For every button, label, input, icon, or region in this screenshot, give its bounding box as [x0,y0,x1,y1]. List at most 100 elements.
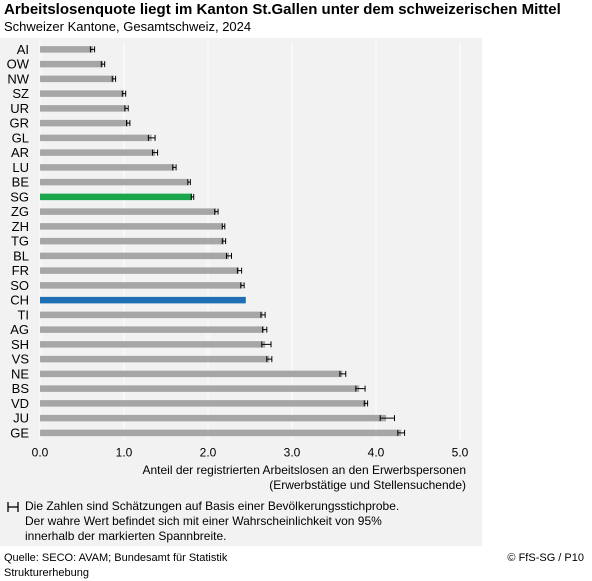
category-label: TG [11,234,29,249]
bar-ar [40,149,156,156]
error-bar-ur [124,105,129,112]
x-axis-label-line1: Anteil der registrierten Arbeitslosen an… [142,463,466,477]
error-bar-sz [121,90,127,97]
bar-bs [40,385,360,392]
error-bar-zg [214,208,219,215]
category-label: SH [11,337,29,352]
bar-ge [40,429,402,437]
error-bar-vd [363,400,369,407]
bar-ai [40,46,93,53]
copyright: © FfS-SG / P10 [507,552,584,564]
bar-ch [40,296,246,304]
category-label: BE [12,175,30,190]
error-bar-ow [100,61,106,68]
source-note: Quelle: SECO: AVAM; Bundesamt für Statis… [4,552,228,579]
bar-bl [40,252,229,260]
bar-ag [40,326,265,333]
bars [40,46,402,437]
x-axis-label: Anteil der registrierten Arbeitslosen an… [40,463,466,493]
category-label: GR [10,116,30,131]
error-bar-ai [89,46,96,53]
category-label: AG [10,322,29,337]
category-label: FR [12,263,29,278]
category-label: UR [10,101,29,116]
bar-zh [40,223,224,230]
bar-tg [40,237,224,245]
x-tick-label: 5.0 [452,445,469,459]
error-bar-fr [236,267,243,274]
category-label: OW [7,57,30,72]
error-bar-nw [111,75,117,82]
category-label: BL [13,248,29,263]
category-label: SO [10,278,29,293]
error-bar-vs [266,356,273,363]
bar-be [40,178,189,186]
category-label: SZ [12,86,29,101]
error-bar-ag [262,326,268,333]
category-label: SG [10,189,29,204]
bar-lu [40,164,175,171]
bar-sz [40,90,124,97]
error-bar-ar [152,149,159,156]
bar-nw [40,75,114,83]
error-bars [89,46,406,436]
bar-vd [40,400,366,407]
x-tick-label: 3.0 [284,445,301,459]
error-bar-ne [339,370,347,377]
x-axis-label-line2: (Erwerbstätige und Stellensuchende) [269,478,466,492]
bar-ju [40,414,387,422]
footnote-line3: innerhalb der markierten Spannbreite. [25,529,227,543]
category-label: GE [10,425,29,440]
bar-sg [40,193,193,201]
bar-so [40,282,243,289]
category-label: NE [11,366,29,381]
bar-ti [40,311,263,319]
bar-ur [40,105,127,112]
category-label: VS [12,352,30,367]
x-tick-labels: 0.0 1.0 2.0 3.0 4.0 5.0 [32,445,469,459]
footnote-line2: Der wahre Wert befindet sich mit einer W… [25,514,382,528]
chart-title: Arbeitslosenquote liegt im Kanton St.Gal… [4,1,561,18]
category-label: LU [12,160,29,175]
category-label: TI [17,307,29,322]
bar-zg [40,208,217,215]
bar-fr [40,267,240,274]
error-bar-sg [190,193,195,200]
category-label: BS [12,381,30,396]
error-bar-tg [221,238,227,245]
category-label: ZH [12,219,29,234]
x-tick-label: 0.0 [32,445,49,459]
category-label: ZG [11,204,29,219]
error-bar-bl [225,252,233,259]
error-bar-ti [260,311,266,318]
category-label: JU [13,411,29,426]
bar-ow [40,60,103,68]
category-label: AR [11,145,29,160]
error-bar-gr [126,120,131,127]
error-bar-be [187,179,191,186]
category-label: VD [11,396,29,411]
x-tick-label: 4.0 [368,445,385,459]
error-bar-sh [261,341,272,348]
bar-sh [40,341,266,348]
error-bar-legend-icon [7,502,19,512]
error-bar-zh [221,223,226,230]
bar-gl [40,134,152,142]
x-tick-label: 2.0 [200,445,217,459]
category-label: AI [17,42,29,57]
category-label: CH [10,293,29,308]
category-labels: AIOWNWSZURGRGLARLUBESGZGZHTGBLFRSOCHTIAG… [7,42,30,441]
error-bar-lu [172,164,177,171]
chart-subtitle: Schweizer Kantone, Gesamtschweiz, 2024 [4,19,252,34]
bar-chart: AIOWNWSZURGRGLARLUBESGZGZHTGBLFRSOCHTIAG… [7,42,469,459]
bar-gr [40,119,129,127]
error-bar-gl [147,134,156,141]
bar-vs [40,355,270,363]
bar-ne [40,370,343,378]
error-bar-ge [397,429,406,436]
footnote-line1: Die Zahlen sind Schätzungen auf Basis ei… [25,499,400,513]
x-tick-label: 1.0 [116,445,133,459]
category-label: NW [7,71,29,86]
category-label: GL [12,130,29,145]
error-bar-so [240,282,245,289]
